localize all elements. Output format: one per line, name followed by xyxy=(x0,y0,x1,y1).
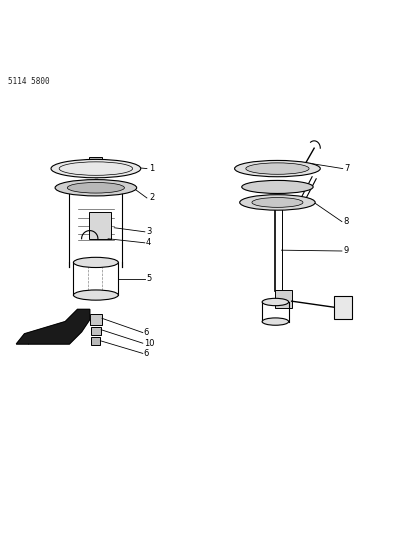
Ellipse shape xyxy=(262,318,289,325)
Text: 6: 6 xyxy=(144,328,149,337)
Bar xyxy=(334,296,352,319)
Ellipse shape xyxy=(246,163,309,174)
Bar xyxy=(90,314,102,325)
Text: 1: 1 xyxy=(149,164,154,173)
Bar xyxy=(91,337,100,345)
Text: 7: 7 xyxy=(344,164,349,173)
Text: 9: 9 xyxy=(343,246,348,255)
Bar xyxy=(275,290,292,308)
Ellipse shape xyxy=(73,290,118,300)
Text: 2: 2 xyxy=(149,193,154,203)
Ellipse shape xyxy=(239,195,315,210)
Ellipse shape xyxy=(242,180,313,193)
Ellipse shape xyxy=(252,198,303,207)
Polygon shape xyxy=(16,309,90,344)
Text: 3: 3 xyxy=(146,227,151,236)
Ellipse shape xyxy=(51,159,141,178)
Text: 5: 5 xyxy=(146,274,151,283)
Bar xyxy=(89,213,111,239)
Ellipse shape xyxy=(262,298,289,305)
Text: 10: 10 xyxy=(144,338,154,348)
Bar xyxy=(91,327,101,335)
Ellipse shape xyxy=(235,160,320,177)
Text: 8: 8 xyxy=(343,217,348,226)
Text: 5114 5800: 5114 5800 xyxy=(8,77,50,86)
Ellipse shape xyxy=(55,180,137,196)
Bar xyxy=(89,157,102,165)
Ellipse shape xyxy=(67,182,124,193)
Text: 4: 4 xyxy=(146,238,151,247)
Text: 6: 6 xyxy=(144,349,149,358)
Ellipse shape xyxy=(73,257,118,268)
